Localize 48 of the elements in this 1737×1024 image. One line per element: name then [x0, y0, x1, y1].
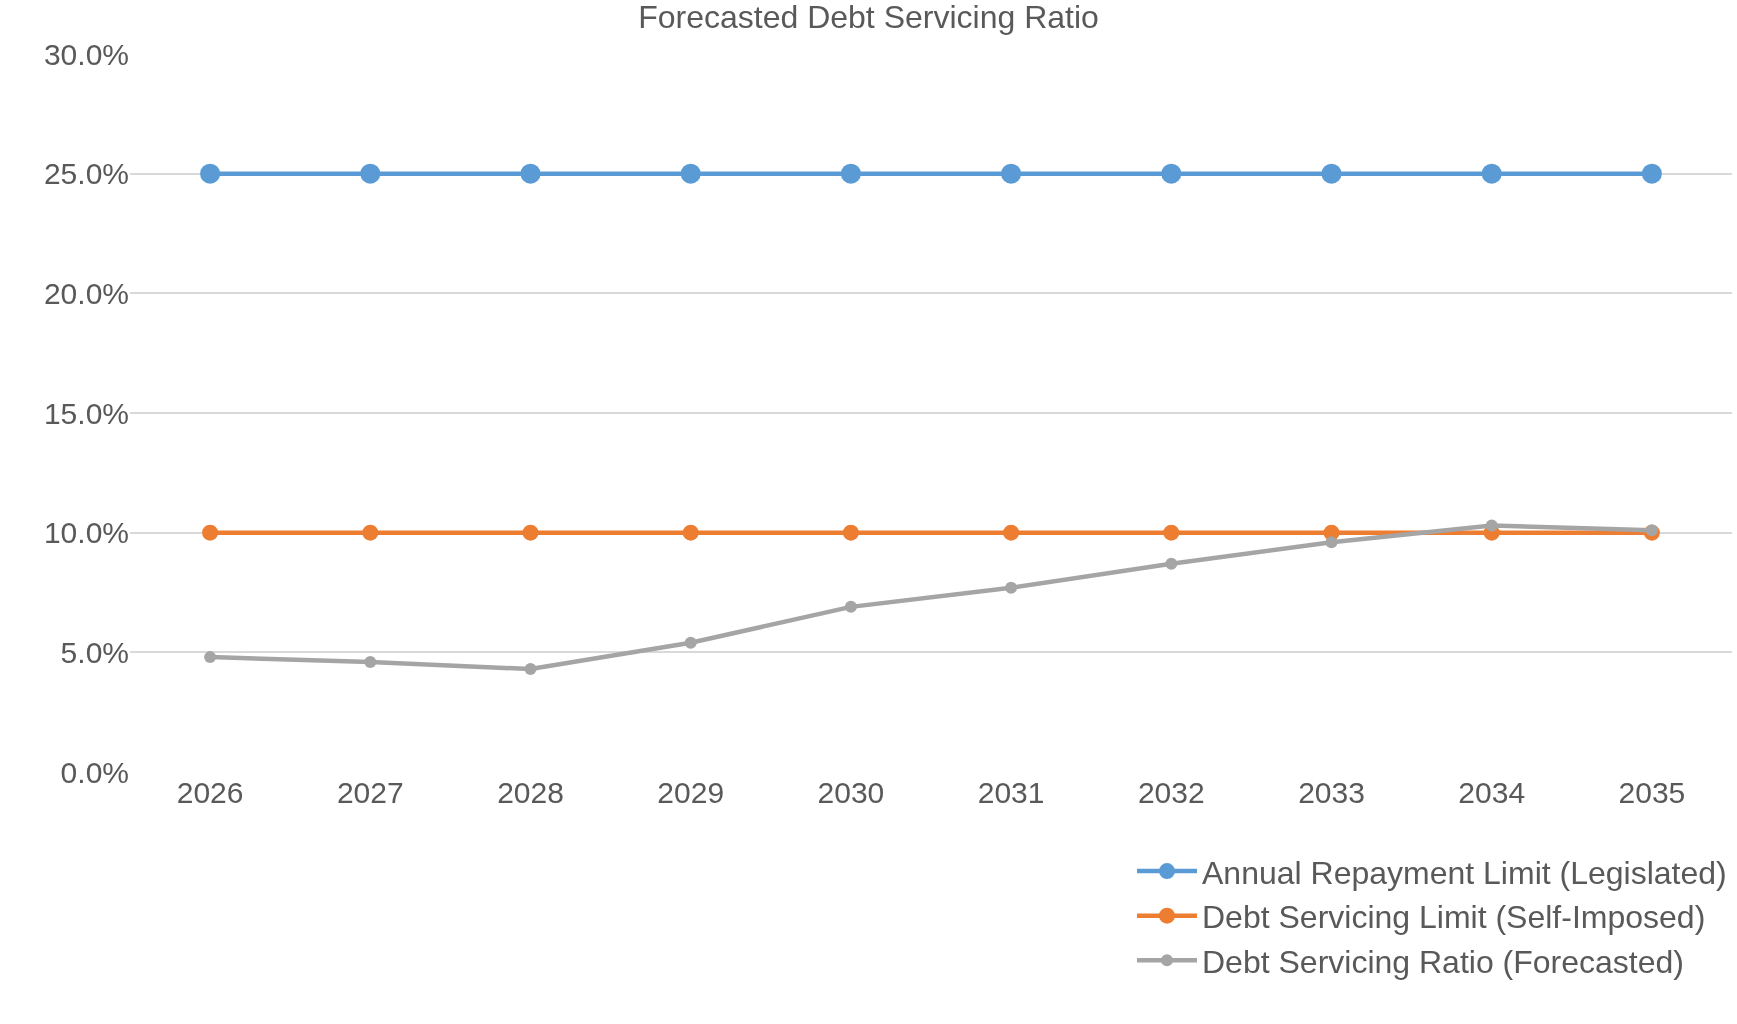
x-tick-label: 2029: [657, 776, 725, 809]
point: [202, 524, 219, 541]
x-tick-label: 2033: [1298, 776, 1365, 809]
point: [840, 163, 861, 184]
point: [524, 663, 537, 676]
point: [1645, 524, 1658, 537]
x-tick-label: 2030: [817, 776, 885, 809]
point: [680, 163, 701, 184]
legend-label: Annual Repayment Limit (Legislated): [1202, 854, 1727, 891]
point: [522, 524, 539, 541]
x-tick-label: 2032: [1137, 776, 1205, 809]
y-tick-label: 20.0%: [43, 276, 129, 310]
point: [520, 163, 541, 184]
point: [1485, 519, 1498, 532]
point: [1001, 163, 1022, 184]
point: [682, 524, 699, 541]
point: [1163, 524, 1180, 541]
point: [1003, 524, 1020, 541]
point: [1641, 163, 1662, 184]
point: [200, 163, 221, 184]
point: [360, 163, 381, 184]
x-tick-label: 2028: [497, 776, 564, 809]
y-tick-label: 0.0%: [60, 755, 129, 789]
x-tick-label: 2031: [977, 776, 1045, 809]
y-tick-label: 15.0%: [43, 396, 129, 430]
point: [362, 524, 379, 541]
point: [1481, 163, 1502, 184]
legend-label: Debt Servicing Limit (Self-Imposed): [1202, 899, 1706, 936]
point: [684, 636, 697, 649]
y-tick-label: 30.0%: [43, 37, 129, 71]
legend-label: Debt Servicing Ratio (Forecasted): [1202, 943, 1684, 980]
y-tick-label: 10.0%: [43, 516, 129, 550]
x-tick-label: 2027: [336, 776, 404, 809]
x-tick-label: 2026: [176, 776, 244, 809]
y-tick-label: 5.0%: [60, 635, 129, 669]
point: [842, 524, 859, 541]
y-tick-label: 25.0%: [43, 157, 129, 191]
x-tick-label: 2034: [1458, 776, 1526, 809]
point: [844, 600, 857, 613]
point: [1165, 557, 1178, 570]
point: [1325, 536, 1338, 549]
point: [204, 651, 217, 664]
chart-title: Forecasted Debt Servicing Ratio: [638, 0, 1099, 35]
x-tick-label: 2035: [1618, 776, 1686, 809]
point: [1005, 581, 1018, 594]
point: [364, 655, 377, 668]
point: [1321, 163, 1342, 184]
point: [1161, 163, 1182, 184]
